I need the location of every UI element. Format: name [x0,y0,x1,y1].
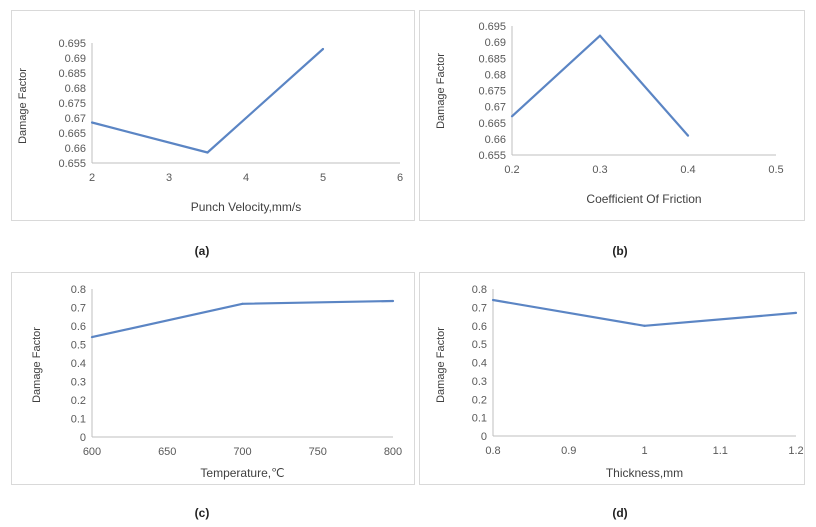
data-point [391,299,395,303]
y-axis-label: Damage Factor [435,53,447,129]
y-tick-label: 0.8 [71,284,86,296]
x-axis-label: Thickness,mm [606,466,683,480]
x-tick-label: 3 [166,172,172,184]
x-axis-label: Coefficient Of Friction [586,192,701,206]
y-tick-label: 0.68 [65,83,86,95]
x-tick-label: 1.2 [788,445,803,457]
x-tick-label: 700 [233,446,251,458]
chart-a-panel: 0.655 0.66 0.665 0.67 0.675 0.68 0.685 0.69 0.69… [11,10,415,221]
y-tick-label: 0.5 [472,339,487,351]
caption-a: (a) [194,244,210,258]
x-tick-label: 650 [158,446,176,458]
y-axis-label: Damage Factor [17,68,29,144]
y-tick-label: 0 [481,431,487,443]
y-tick-label: 0.66 [65,143,86,155]
chart-d-panel: 0 0.1 0.2 0.3 0.4 0.5 0.6 0.7 0.8 0.8 0.9 1 1.1 1.2 Th… [419,272,805,485]
x-tick-label: 0.2 [504,164,519,176]
chart-c-panel: 0 0.1 0.2 0.3 0.4 0.5 0.6 0.7 0.8 600 650 700 750 800… [11,272,415,485]
series-line [492,298,797,327]
y-tick-label: 0.655 [478,150,506,162]
x-tick-label: 0.4 [680,164,695,176]
data-point [90,336,94,339]
x-tick-label: 1 [641,445,647,457]
chart-d-svg: 0 0.1 0.2 0.3 0.4 0.5 0.6 0.7 0.8 0.8 0.9 1 1.1 1.2 Th… [435,284,804,480]
x-tick-label: 750 [309,446,327,458]
y-tick-label: 0 [80,432,86,444]
series-line [91,299,394,339]
data-point [321,47,325,51]
x-axis-label: Punch Velocity,mm/s [191,200,301,214]
data-point [794,311,798,314]
data-point [491,298,495,302]
y-tick-label: 0.7 [71,303,86,315]
chart-c-svg: 0 0.1 0.2 0.3 0.4 0.5 0.6 0.7 0.8 600 650 700 750 800… [31,284,402,480]
data-point [510,115,514,118]
y-tick-label: 0.66 [485,134,506,146]
caption-d: (d) [612,506,628,520]
caption-b: (b) [612,244,628,258]
x-tick-label: 1.1 [713,445,728,457]
x-tick-label: 4 [243,172,249,184]
y-tick-label: 0.2 [472,394,487,406]
y-tick-label: 0.675 [478,86,506,98]
y-tick-label: 0.685 [58,68,86,80]
caption-c: (c) [194,506,210,520]
y-axis-label: Damage Factor [31,327,43,403]
y-tick-label: 0.69 [65,53,86,65]
data-point [598,34,602,37]
y-tick-label: 0.68 [485,69,506,81]
y-tick-label: 0.4 [71,358,86,370]
data-point [643,324,646,327]
x-tick-label: 2 [89,172,95,184]
chart-b-panel: 0.655 0.66 0.665 0.67 0.675 0.68 0.685 0.69 0.69… [419,10,805,221]
x-tick-label: 0.8 [485,445,500,457]
y-tick-label: 0.6 [472,321,487,333]
series-line [91,48,324,154]
data-point [206,151,209,154]
chart-a-svg: 0.655 0.66 0.665 0.67 0.675 0.68 0.685 0.69 0.69… [17,38,403,214]
x-tick-label: 800 [384,446,402,458]
y-tick-label: 0.69 [485,37,506,49]
y-axis-label: Damage Factor [435,327,447,403]
x-tick-label: 0.9 [561,445,576,457]
x-tick-label: 5 [320,172,326,184]
y-tick-label: 0.8 [472,284,487,296]
chart-b-svg: 0.655 0.66 0.665 0.67 0.675 0.68 0.685 0.69 0.69… [435,21,784,206]
y-tick-label: 0.675 [58,98,86,110]
y-tick-label: 0.665 [478,118,506,130]
y-tick-label: 0.1 [71,414,86,426]
y-tick-label: 0.655 [58,158,86,170]
y-tick-label: 0.67 [65,113,86,125]
data-point [241,302,244,305]
x-tick-label: 6 [397,172,403,184]
data-point [90,121,94,124]
x-tick-label: 600 [83,446,101,458]
y-tick-label: 0.4 [472,358,487,370]
y-tick-label: 0.6 [71,321,86,333]
y-tick-label: 0.7 [472,302,487,314]
series-line [511,34,689,137]
y-tick-label: 0.1 [472,413,487,425]
y-tick-label: 0.695 [478,21,506,33]
x-axis-label: Temperature,℃ [200,466,284,480]
y-tick-label: 0.67 [485,102,506,114]
y-tick-label: 0.3 [71,377,86,389]
y-tick-label: 0.685 [478,53,506,65]
data-point [686,134,690,137]
y-tick-label: 0.3 [472,376,487,388]
y-tick-label: 0.5 [71,340,86,352]
y-tick-label: 0.2 [71,395,86,407]
x-tick-label: 0.3 [592,164,607,176]
y-tick-label: 0.665 [58,128,86,140]
y-tick-label: 0.695 [58,38,86,50]
x-tick-label: 0.5 [768,164,783,176]
